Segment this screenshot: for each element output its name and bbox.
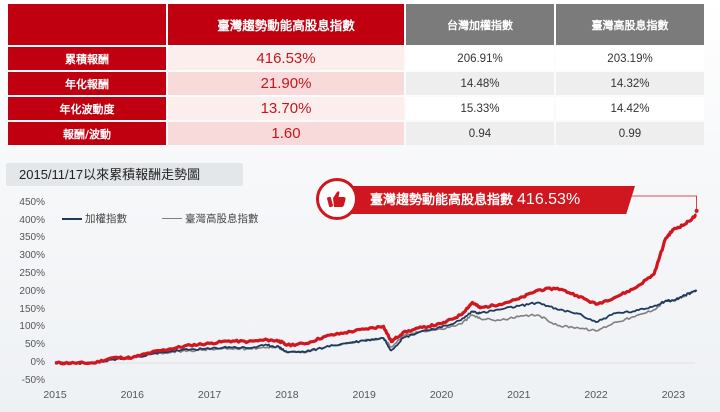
y-tick-label: 450%	[19, 196, 45, 208]
header-corner	[8, 4, 166, 45]
callout-value: 416.53%	[517, 191, 581, 208]
row-label: 累積報酬	[8, 47, 166, 70]
row-label: 年化報酬	[8, 72, 166, 95]
legend-item-taiex: 加權指數	[62, 211, 127, 226]
y-tick-label: 300%	[19, 250, 45, 262]
cell-value: 21.90%	[168, 72, 404, 95]
cell-value: 14.48%	[406, 72, 554, 95]
cell-value: 13.70%	[168, 97, 404, 120]
cell-value: 14.32%	[556, 72, 704, 95]
y-tick-label: 400%	[19, 214, 45, 226]
legend-swatch	[162, 217, 182, 220]
y-tick-label: 250%	[19, 268, 45, 279]
x-tick-label: 2015	[43, 389, 67, 401]
x-tick-label: 2016	[120, 389, 144, 401]
legend-label: 加權指數	[85, 213, 127, 225]
thumbs-up-icon	[327, 191, 346, 208]
chart-title: 2015/11/17以來累積報酬走勢圖	[6, 163, 243, 186]
series-line	[54, 289, 698, 366]
row-label: 報酬/波動	[8, 122, 166, 145]
cell-value: 0.99	[556, 122, 704, 145]
legend-item-high-dividend: 臺灣高股息指數	[162, 211, 259, 226]
x-tick-label: 2019	[352, 389, 376, 401]
cell-value: 1.60	[168, 122, 404, 145]
x-tick-label: 2020	[429, 389, 454, 401]
table-row: 年化波動度 13.70% 15.33% 14.42%	[8, 97, 704, 120]
y-tick-label: 150%	[19, 303, 45, 315]
x-tick-label: 2021	[507, 389, 531, 401]
cell-value: 416.53%	[168, 47, 404, 70]
cell-value: 0.94	[406, 122, 554, 145]
legend-label: 臺灣高股息指數	[185, 213, 259, 225]
table-row: 報酬/波動 1.60 0.94 0.99	[8, 122, 704, 145]
y-tick-label: 50%	[24, 339, 45, 351]
cell-value: 15.33%	[406, 97, 554, 120]
header-taiex: 台灣加權指數	[406, 4, 554, 45]
x-tick-label: 2023	[661, 389, 686, 401]
callout-banner: 臺灣趨勢動能高股息指數 416.53%	[343, 186, 635, 214]
header-momentum-index: 臺灣趨勢動能高股息指數	[168, 4, 404, 45]
table-header-row: 臺灣趨勢動能高股息指數 台灣加權指數 臺灣高股息指數	[8, 4, 704, 45]
y-tick-label: 350%	[19, 232, 45, 244]
y-tick-label: 100%	[19, 321, 45, 333]
y-tick-label: 0%	[30, 357, 45, 368]
performance-table: 臺灣趨勢動能高股息指數 台灣加權指數 臺灣高股息指數 累積報酬 416.53% …	[6, 2, 706, 147]
x-tick-label: 2017	[197, 389, 222, 401]
y-tick-label: 200%	[19, 285, 45, 297]
header-high-dividend: 臺灣高股息指數	[556, 4, 704, 45]
x-tick-label: 2018	[275, 389, 299, 401]
row-label: 年化波動度	[8, 97, 166, 120]
cell-value: 206.91%	[406, 47, 554, 70]
cell-value: 14.42%	[556, 97, 704, 120]
callout-badge	[316, 178, 358, 220]
table-row: 年化報酬 21.90% 14.48% 14.32%	[8, 72, 704, 95]
legend-swatch	[62, 217, 82, 220]
callout-label: 臺灣趨勢動能高股息指數	[370, 193, 514, 208]
table-row: 累積報酬 416.53% 206.91% 203.19%	[8, 47, 704, 70]
series-line	[54, 213, 697, 366]
x-tick-label: 2022	[584, 389, 608, 401]
y-tick-label: -50%	[21, 374, 45, 386]
cell-value: 203.19%	[556, 47, 704, 70]
